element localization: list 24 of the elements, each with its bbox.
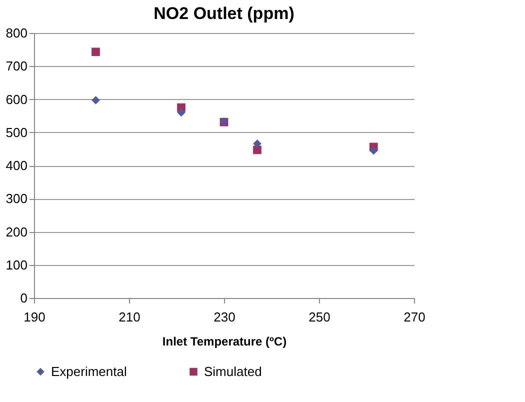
legend-label: Simulated	[204, 364, 262, 379]
y-tick-label: 500	[6, 124, 28, 140]
point	[177, 108, 186, 117]
y-tick-label: 100	[6, 257, 28, 272]
point	[92, 48, 100, 56]
y-tick-label: 600	[6, 92, 28, 107]
y-tick-label: 700	[6, 58, 28, 74]
y-tick-label: 400	[6, 158, 28, 173]
x-tick-label: 230	[214, 310, 236, 324]
x-tick-label: 270	[404, 310, 426, 324]
x-tick-label: 250	[308, 310, 330, 324]
point	[92, 96, 100, 104]
x-tick-label: 210	[118, 310, 140, 324]
y-tick-label: 800	[6, 26, 28, 40]
point	[253, 139, 262, 148]
x-tick-label: 190	[24, 310, 46, 324]
point	[369, 146, 378, 155]
point	[253, 146, 262, 154]
y-tick-label: 300	[6, 191, 28, 206]
chart-title: NO2 Outlet (ppm)	[154, 4, 294, 23]
y-tick-label: 0	[20, 290, 28, 306]
x-axis-title: Inlet Temperature (ºC)	[162, 334, 287, 348]
legend-label: Experimental	[51, 364, 127, 379]
y-tick-label: 200	[6, 224, 28, 240]
